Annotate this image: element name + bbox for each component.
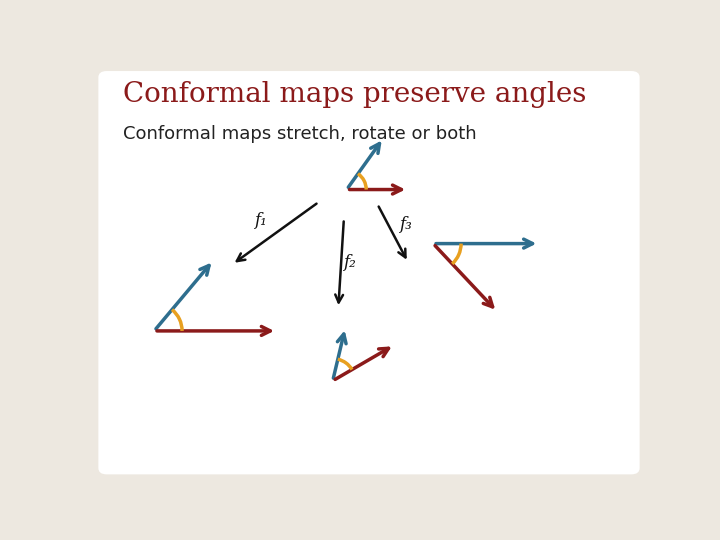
- Text: f₁: f₁: [254, 212, 266, 229]
- Text: Conformal maps preserve angles: Conformal maps preserve angles: [124, 82, 587, 109]
- Text: Conformal maps stretch, rotate or both: Conformal maps stretch, rotate or both: [124, 125, 477, 143]
- Text: f₂: f₂: [343, 254, 356, 271]
- Text: f₃: f₃: [399, 217, 412, 233]
- FancyBboxPatch shape: [99, 71, 639, 474]
